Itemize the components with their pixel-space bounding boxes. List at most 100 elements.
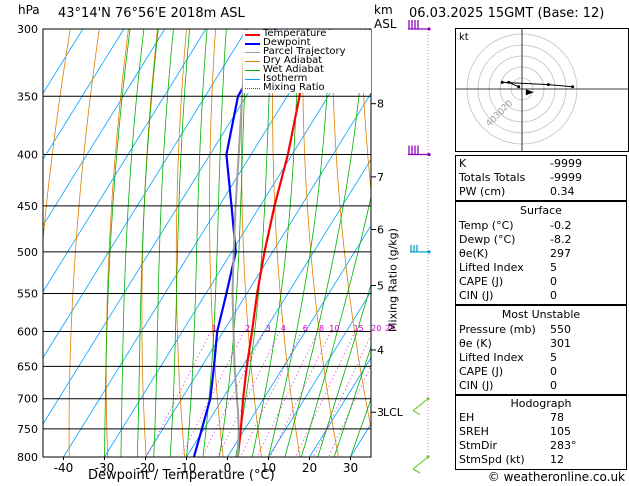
mixing-ratio-line [146, 331, 212, 457]
hodograph-unit-label: kt [459, 32, 469, 43]
legend-swatch [245, 34, 260, 36]
legend-item: Dewpoint [243, 37, 371, 48]
isotherm-line [63, 29, 330, 457]
wind-barb [412, 397, 430, 416]
y-tick-label: 800 [17, 451, 38, 464]
legend-label: Mixing Ratio [263, 82, 325, 93]
chart-legend: Temperature Dewpoint Parcel Trajectory Dry … [243, 28, 371, 93]
legend-label: Dry Adiabat [263, 55, 323, 66]
mu-row-pressure: Pressure (mb) 550 [459, 323, 571, 336]
hodograph-point [507, 80, 511, 84]
dry-adiabat-line [272, 29, 301, 457]
legend-label: Parcel Trajectory [263, 46, 346, 57]
hodo-row-stmdir: StmDir 283° [459, 439, 577, 452]
legend-label: Isotherm [263, 73, 308, 84]
legend-item: Dry Adiabat [243, 55, 371, 66]
surface-row-dewp: Dewp (°C) -8.2 [459, 233, 572, 246]
hodograph-trace [502, 81, 573, 88]
x-tick-label: 0 [224, 461, 232, 475]
x-axis-title: Dewpoint / Temperature (°C) [88, 468, 275, 483]
surface-row-cin: CIN (J) 0 [459, 289, 557, 302]
mixing-ratio-line [295, 331, 356, 457]
mu-row-cin: CIN (J) 0 [459, 379, 557, 392]
datetime-label: 06.03.2025 15GMT (Base: 12) [409, 6, 605, 21]
y-tick-label: 500 [17, 246, 38, 259]
y-tick-label: 300 [17, 23, 38, 36]
wind-barb [410, 244, 431, 254]
legend-swatch [245, 43, 260, 45]
legend-item: Wet Adiabat [243, 64, 371, 75]
mixing-ratio-line [313, 334, 371, 457]
x-tick-label: -20 [136, 461, 156, 475]
hodo-row-eh: EH 78 [459, 411, 564, 424]
pressure-unit-label: hPa [18, 3, 40, 17]
wind-barb [408, 20, 431, 31]
wet-adiabat-line [120, 29, 145, 457]
wet-adiabat-line [153, 29, 174, 457]
wet-adiabat-line [317, 283, 371, 457]
km-tick-label: 4 [377, 344, 384, 357]
hodograph-stats-title: Hodograph [510, 397, 572, 410]
hodograph-point [571, 85, 575, 89]
mu-row-li: Lifted Index 5 [459, 351, 557, 364]
x-tick-label: -30 [95, 461, 115, 475]
hodograph-point [546, 83, 550, 87]
legend-item: Parcel Trajectory [243, 46, 371, 57]
mixing-ratio-label: 15 [353, 324, 363, 333]
index-row-totals: Totals Totals -9999 [459, 171, 582, 184]
legend-item: Isotherm [243, 73, 371, 84]
legend-swatch [245, 52, 260, 53]
dry-adiabat-line [43, 29, 71, 244]
hodograph-stats-panel: Hodograph EH 78 SREH 105 StmDir 283° StmSpd… [455, 395, 627, 470]
dry-adiabat-line [331, 29, 371, 430]
height-unit-label: km [374, 3, 393, 17]
mixing-ratio-axis-title: Mixing Ratio (g/kg) [386, 228, 400, 332]
mixing-ratio-label: 2 [245, 324, 250, 333]
isotherm-line [43, 29, 84, 95]
location-label: 43°14'N 76°56'E 2018m ASL [58, 6, 245, 21]
index-row-k: K -9999 [459, 157, 582, 170]
legend-label: Wet Adiabat [263, 64, 324, 75]
surface-row-temp: Temp (°C) -0.2 [459, 219, 572, 232]
x-tick-label: 20 [302, 461, 317, 475]
legend-label: Dewpoint [263, 37, 311, 48]
y-tick-label: 650 [17, 360, 38, 373]
isotherm-line [145, 92, 371, 457]
legend-label: Temperature [263, 28, 327, 39]
km-tick-label: 8 [377, 98, 384, 111]
hodo-row-sreh: SREH 105 [459, 425, 571, 438]
background-lines [43, 29, 371, 457]
wet-adiabat-line [251, 29, 300, 457]
surface-panel: Surface Temp (°C) -0.2 Dewp (°C) -8.2 θe(K… [455, 201, 627, 305]
wet-adiabat-line [350, 397, 371, 457]
y-tick-label: 600 [17, 325, 38, 338]
wind-barb [412, 455, 430, 474]
isotherm-line [104, 29, 371, 457]
lcl-label: LCL [383, 406, 404, 419]
surface-row-thetae: θe(K) 297 [459, 247, 571, 260]
mixing-ratio-label: 1 [212, 324, 217, 333]
isotherm-line [43, 29, 207, 293]
hodograph-point [500, 80, 504, 84]
mu-row-thetae: θe (K) 301 [459, 337, 571, 350]
mixing-ratio-label: 8 [319, 324, 324, 333]
x-tick-label: -10 [177, 461, 197, 475]
mixing-ratio-label: 20 [371, 324, 381, 333]
wet-adiabat-line [333, 345, 371, 457]
y-tick-label: 450 [17, 200, 38, 213]
km-tick-label: 5 [377, 279, 384, 292]
y-tick-label: 400 [17, 149, 38, 162]
plot-frame [42, 28, 372, 458]
isotherm-line [186, 158, 371, 457]
y-tick-label: 550 [17, 287, 38, 300]
isotherm-line [43, 29, 289, 425]
legend-swatch [245, 79, 260, 80]
copyright-label: © weatheronline.co.uk [487, 470, 625, 484]
legend-swatch [245, 70, 260, 71]
y-tick-label: 750 [17, 423, 38, 436]
y-tick-label: 350 [17, 90, 38, 103]
isotherm-line [268, 290, 371, 457]
